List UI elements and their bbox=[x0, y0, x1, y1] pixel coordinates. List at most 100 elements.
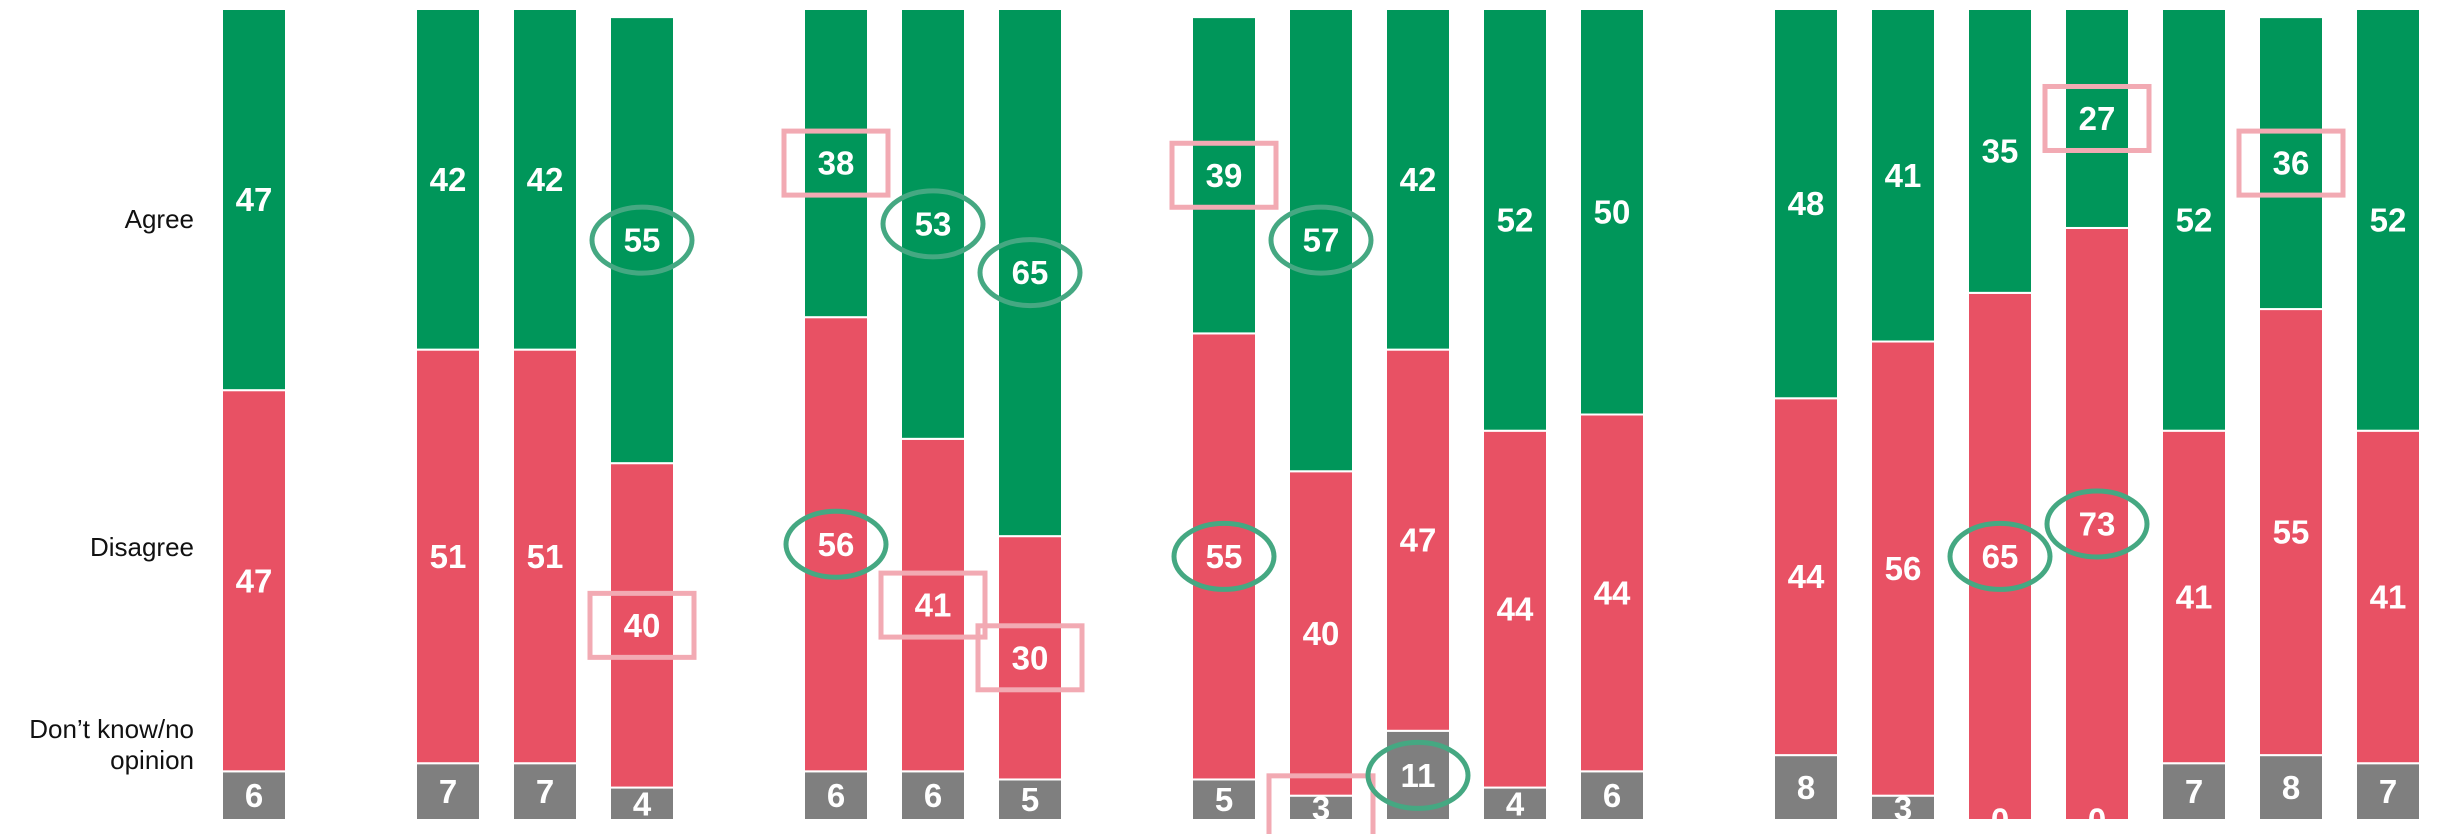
value-label: 73 bbox=[2079, 505, 2116, 542]
bar-segment bbox=[1967, 291, 2033, 822]
highlight-circle bbox=[977, 237, 1083, 309]
bar-segment bbox=[2258, 16, 2324, 311]
highlight-box bbox=[2042, 83, 2152, 153]
highlight-circle bbox=[880, 188, 986, 260]
highlight-box bbox=[587, 590, 697, 660]
highlight-circle bbox=[783, 508, 889, 580]
value-label: 41 bbox=[2370, 578, 2407, 615]
value-label: 6 bbox=[1603, 777, 1621, 814]
bar-segment bbox=[1288, 794, 1354, 821]
value-label: 7 bbox=[536, 773, 554, 810]
bar-segment bbox=[1482, 8, 1548, 432]
value-label: 40 bbox=[1303, 615, 1340, 652]
bar-segment bbox=[803, 316, 869, 773]
value-label: 65 bbox=[1012, 254, 1049, 291]
bar-segment bbox=[221, 8, 287, 392]
value-label: 44 bbox=[1788, 558, 1825, 595]
value-label: 42 bbox=[430, 161, 467, 198]
value-label: 6 bbox=[924, 777, 942, 814]
value-label: 4 bbox=[633, 785, 652, 822]
bar-segment bbox=[1870, 794, 1936, 821]
value-label: 57 bbox=[1303, 222, 1340, 259]
value-label: 11 bbox=[1401, 757, 1436, 794]
highlight-circle bbox=[589, 204, 695, 276]
bar-segment bbox=[2161, 429, 2227, 765]
bar-segment bbox=[997, 8, 1063, 538]
value-label: 41 bbox=[1885, 157, 1922, 194]
value-label: 51 bbox=[527, 538, 564, 575]
value-label: 3 bbox=[1894, 789, 1912, 826]
bar-segment bbox=[2258, 754, 2324, 821]
bar-segment bbox=[900, 8, 966, 440]
value-label: 51 bbox=[430, 538, 467, 575]
bar-segment bbox=[221, 770, 287, 822]
bar-segment bbox=[803, 8, 869, 319]
value-label: 47 bbox=[1400, 522, 1437, 559]
value-label: 7 bbox=[2379, 773, 2397, 810]
bar-segment bbox=[1385, 348, 1451, 732]
value-label: 6 bbox=[827, 777, 845, 814]
bar-segment bbox=[1191, 16, 1257, 335]
bar-segment bbox=[609, 786, 675, 821]
bar-segment bbox=[900, 770, 966, 822]
value-label: 42 bbox=[1400, 161, 1437, 198]
legend-label: Don’t know/no opinion bbox=[29, 714, 194, 775]
value-label: 8 bbox=[2282, 769, 2300, 806]
value-label: 7 bbox=[2185, 773, 2203, 810]
bar-segment bbox=[1191, 332, 1257, 781]
bar-segment bbox=[1288, 470, 1354, 797]
value-label: 55 bbox=[624, 222, 661, 259]
value-label: 52 bbox=[1497, 201, 1534, 238]
bar-segment bbox=[1773, 397, 1839, 757]
highlight-box bbox=[975, 623, 1085, 693]
value-label: 53 bbox=[915, 205, 952, 242]
bar-segment bbox=[2355, 429, 2421, 765]
bar-segment bbox=[609, 16, 675, 465]
value-label: 56 bbox=[818, 526, 855, 563]
bar-segment bbox=[2355, 8, 2421, 432]
highlight-circle bbox=[1947, 520, 2053, 592]
value-label: 44 bbox=[1594, 574, 1631, 611]
value-label: 52 bbox=[2370, 201, 2407, 238]
value-label: 36 bbox=[2273, 145, 2310, 182]
bar-segment bbox=[2064, 226, 2130, 822]
value-label: 56 bbox=[1885, 550, 1922, 587]
bar-segment bbox=[1870, 8, 1936, 343]
legend-label: Agree bbox=[124, 204, 194, 234]
value-label: 48 bbox=[1788, 185, 1825, 222]
highlight-box bbox=[1266, 773, 1376, 834]
value-label: 0 bbox=[1991, 802, 2009, 834]
bar-segment bbox=[900, 437, 966, 773]
value-label: 41 bbox=[2176, 578, 2213, 615]
value-label: 5 bbox=[1215, 781, 1233, 818]
bar-segment bbox=[609, 462, 675, 789]
bar-segment bbox=[2355, 762, 2421, 821]
value-label: 5 bbox=[1021, 781, 1039, 818]
value-label: 38 bbox=[818, 145, 855, 182]
value-label: 47 bbox=[236, 181, 273, 218]
bar-segment bbox=[512, 348, 578, 765]
bar-segment bbox=[1579, 8, 1645, 416]
bar-segment bbox=[1385, 8, 1451, 351]
bar-segment bbox=[415, 8, 481, 351]
value-label: 50 bbox=[1594, 193, 1631, 230]
value-label: 39 bbox=[1206, 157, 1243, 194]
value-label: 0 bbox=[2088, 802, 2106, 834]
legend-label: Disagree bbox=[89, 532, 194, 562]
value-label: 65 bbox=[1982, 538, 2019, 575]
value-label: 3 bbox=[1312, 789, 1330, 826]
bar-segment bbox=[1579, 770, 1645, 822]
bar-segment bbox=[2064, 8, 2130, 229]
value-label: 55 bbox=[2273, 514, 2310, 551]
bar-segment bbox=[1288, 8, 1354, 473]
highlight-circle bbox=[2044, 488, 2150, 560]
bar-segment bbox=[512, 8, 578, 351]
bar-segment bbox=[1773, 8, 1839, 400]
value-label: 35 bbox=[1982, 132, 2019, 169]
bar-segment bbox=[2161, 762, 2227, 821]
bar-segment bbox=[2161, 8, 2227, 432]
value-label: 52 bbox=[2176, 201, 2213, 238]
bar-segment bbox=[803, 770, 869, 822]
